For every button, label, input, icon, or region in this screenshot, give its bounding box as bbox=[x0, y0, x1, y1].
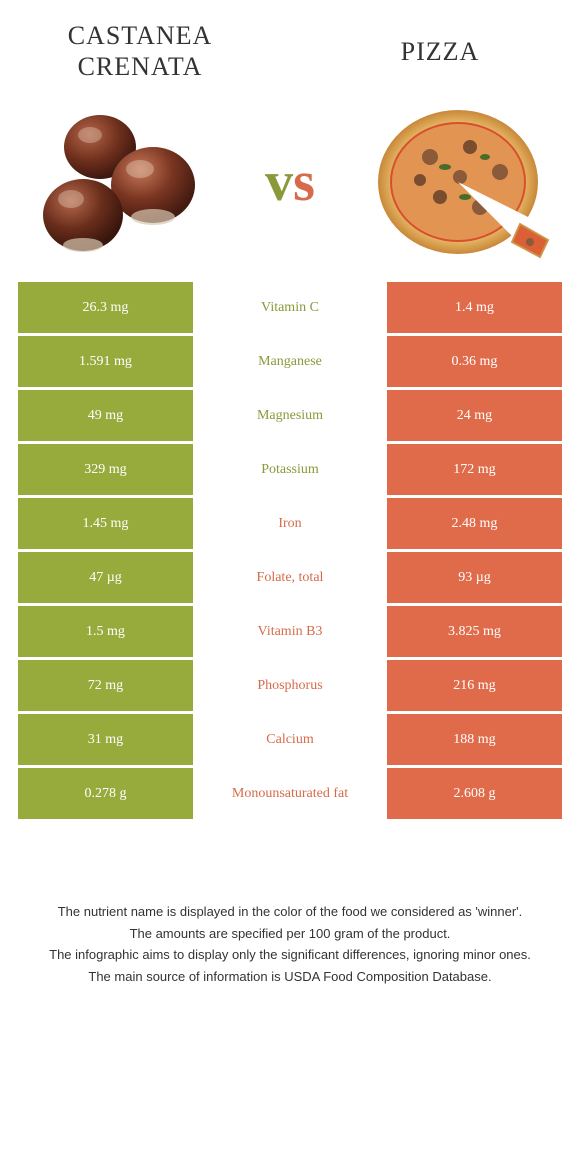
right-value: 216 mg bbox=[387, 660, 562, 711]
nutrient-row: 26.3 mgVitamin C1.4 mg bbox=[18, 282, 562, 333]
images-row: vs bbox=[0, 92, 580, 282]
right-value: 188 mg bbox=[387, 714, 562, 765]
nutrient-name: Iron bbox=[193, 498, 387, 549]
left-value: 1.5 mg bbox=[18, 606, 193, 657]
nutrient-row: 31 mgCalcium188 mg bbox=[18, 714, 562, 765]
footer-line: The main source of information is USDA F… bbox=[40, 967, 540, 987]
nutrient-name: Vitamin C bbox=[193, 282, 387, 333]
right-value: 24 mg bbox=[387, 390, 562, 441]
right-value: 172 mg bbox=[387, 444, 562, 495]
nutrient-row: 1.591 mgManganese0.36 mg bbox=[18, 336, 562, 387]
nutrient-row: 72 mgPhosphorus216 mg bbox=[18, 660, 562, 711]
nutrient-row: 0.278 gMonounsaturated fat2.608 g bbox=[18, 768, 562, 819]
right-value: 3.825 mg bbox=[387, 606, 562, 657]
left-food-image bbox=[30, 102, 210, 262]
nutrient-name: Manganese bbox=[193, 336, 387, 387]
nutrient-row: 329 mgPotassium172 mg bbox=[18, 444, 562, 495]
left-value: 1.591 mg bbox=[18, 336, 193, 387]
footer-notes: The nutrient name is displayed in the co… bbox=[0, 822, 580, 1008]
footer-line: The infographic aims to display only the… bbox=[40, 945, 540, 965]
nutrient-name: Monounsaturated fat bbox=[193, 768, 387, 819]
vs-label: vs bbox=[265, 150, 315, 214]
left-value: 49 mg bbox=[18, 390, 193, 441]
right-food-image bbox=[370, 102, 550, 262]
nutrient-row: 1.45 mgIron2.48 mg bbox=[18, 498, 562, 549]
right-food-title: Pizza bbox=[340, 36, 540, 67]
right-value: 0.36 mg bbox=[387, 336, 562, 387]
nutrient-row: 49 mgMagnesium24 mg bbox=[18, 390, 562, 441]
left-value: 0.278 g bbox=[18, 768, 193, 819]
nutrient-name: Vitamin B3 bbox=[193, 606, 387, 657]
left-food-title: Castanea crenata bbox=[40, 20, 240, 82]
left-value: 31 mg bbox=[18, 714, 193, 765]
right-value: 93 µg bbox=[387, 552, 562, 603]
left-value: 329 mg bbox=[18, 444, 193, 495]
right-value: 1.4 mg bbox=[387, 282, 562, 333]
nutrient-row: 1.5 mgVitamin B33.825 mg bbox=[18, 606, 562, 657]
nutrient-name: Potassium bbox=[193, 444, 387, 495]
left-value: 47 µg bbox=[18, 552, 193, 603]
footer-line: The amounts are specified per 100 gram o… bbox=[40, 924, 540, 944]
header: Castanea crenata Pizza bbox=[0, 0, 580, 92]
right-value: 2.48 mg bbox=[387, 498, 562, 549]
nutrient-row: 47 µgFolate, total93 µg bbox=[18, 552, 562, 603]
left-value: 26.3 mg bbox=[18, 282, 193, 333]
nutrient-name: Magnesium bbox=[193, 390, 387, 441]
left-value: 72 mg bbox=[18, 660, 193, 711]
nutrient-name: Folate, total bbox=[193, 552, 387, 603]
nutrient-table: 26.3 mgVitamin C1.4 mg1.591 mgManganese0… bbox=[0, 282, 580, 819]
nutrient-name: Calcium bbox=[193, 714, 387, 765]
vs-v: v bbox=[265, 151, 293, 213]
right-value: 2.608 g bbox=[387, 768, 562, 819]
footer-line: The nutrient name is displayed in the co… bbox=[40, 902, 540, 922]
left-value: 1.45 mg bbox=[18, 498, 193, 549]
nutrient-name: Phosphorus bbox=[193, 660, 387, 711]
vs-s: s bbox=[293, 151, 315, 213]
